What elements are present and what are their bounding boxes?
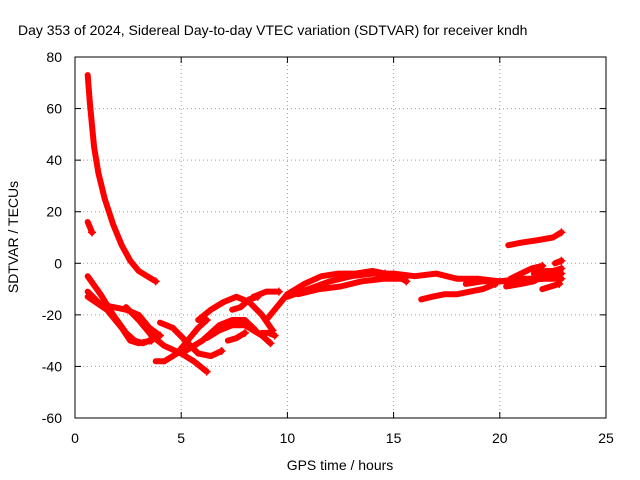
series-end-marker	[202, 367, 211, 376]
x-tick-label: 5	[177, 430, 185, 446]
series-arc-25	[539, 280, 563, 293]
y-tick-label: -40	[42, 358, 62, 374]
series-end-marker	[274, 287, 283, 296]
series-end-marker	[555, 267, 564, 276]
series-end-marker	[155, 331, 164, 340]
x-tick-label: 20	[492, 430, 508, 446]
series-end-marker	[402, 277, 411, 286]
x-tick-label: 25	[598, 430, 614, 446]
series-arc-6	[152, 317, 210, 365]
series-end-marker	[555, 279, 564, 288]
series-arc-19	[390, 270, 410, 285]
series-end-marker	[538, 261, 547, 270]
series-arc-12	[224, 329, 248, 344]
series-end-marker	[270, 331, 279, 340]
y-tick-label: 80	[46, 49, 62, 65]
series-arc-13	[258, 329, 278, 339]
series-arc-27	[530, 268, 563, 277]
series-arc-9	[182, 317, 259, 354]
series-arc-24	[505, 229, 565, 249]
y-tick-label: -20	[42, 307, 62, 323]
y-tick-label: 40	[46, 152, 62, 168]
series-end-marker	[217, 346, 226, 355]
series-arc-7	[123, 304, 210, 375]
series-end-marker	[266, 339, 275, 348]
y-tick-label: -60	[42, 410, 62, 426]
series-end-marker	[557, 256, 566, 265]
x-tick-label: 10	[280, 430, 296, 446]
y-axis-label: SDTVAR / TECUs	[5, 181, 21, 293]
series-arc-16	[250, 288, 282, 300]
y-tick-label: 0	[54, 255, 62, 271]
plot-frame	[74, 56, 607, 419]
series-arc-20	[418, 280, 499, 303]
y-tick-label: 60	[46, 101, 62, 117]
series-end-marker	[87, 228, 96, 237]
x-tick-label: 0	[71, 430, 79, 446]
y-tick-label: 20	[46, 204, 62, 220]
series-arc-5	[84, 293, 155, 347]
x-tick-label: 15	[386, 430, 402, 446]
series-end-marker	[151, 277, 160, 286]
grid	[75, 57, 606, 418]
data-series	[84, 72, 566, 376]
series-arc-18	[295, 275, 408, 298]
series-arc-23	[507, 262, 546, 282]
series-arc-11	[195, 293, 276, 334]
series-end-marker	[557, 228, 566, 237]
chart-title: Day 353 of 2024, Sidereal Day-to-day VTE…	[18, 22, 527, 38]
series-end-marker	[557, 274, 566, 283]
series-arc-10	[203, 322, 274, 347]
series-end-marker	[202, 316, 211, 325]
series-end-marker	[240, 328, 249, 337]
x-axis-label: GPS time / hours	[287, 457, 394, 473]
axis-ticks: 0 5 10 15 20 25 80 60 40 20 0 -20 -40 -60	[42, 49, 614, 446]
series-arc-1	[84, 72, 159, 285]
